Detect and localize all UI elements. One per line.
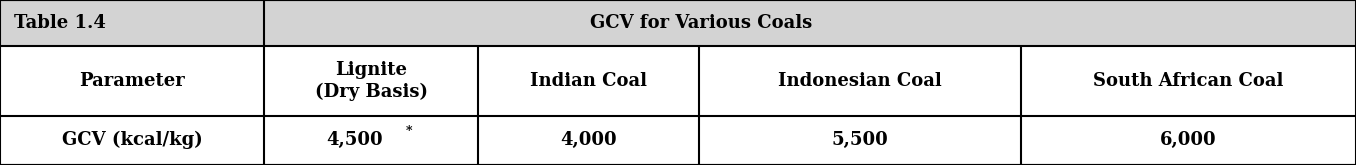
Bar <box>0 115 1356 165</box>
Text: 4,000: 4,000 <box>560 131 617 149</box>
Text: 6,000: 6,000 <box>1159 131 1216 149</box>
Text: *: * <box>405 125 412 138</box>
Bar <box>0 0 1356 46</box>
Text: 4,500: 4,500 <box>327 131 384 149</box>
Text: Lignite
(Dry Basis): Lignite (Dry Basis) <box>315 61 427 101</box>
Text: Parameter: Parameter <box>79 72 184 90</box>
Text: GCV (kcal/kg): GCV (kcal/kg) <box>61 131 202 149</box>
Text: Indian Coal: Indian Coal <box>530 72 647 90</box>
Text: Table 1.4: Table 1.4 <box>14 14 106 32</box>
Text: GCV for Various Coals: GCV for Various Coals <box>590 14 812 32</box>
Text: 5,500: 5,500 <box>831 131 888 149</box>
Text: South African Coal: South African Coal <box>1093 72 1284 90</box>
Bar <box>0 46 1356 115</box>
Text: Indonesian Coal: Indonesian Coal <box>778 72 942 90</box>
